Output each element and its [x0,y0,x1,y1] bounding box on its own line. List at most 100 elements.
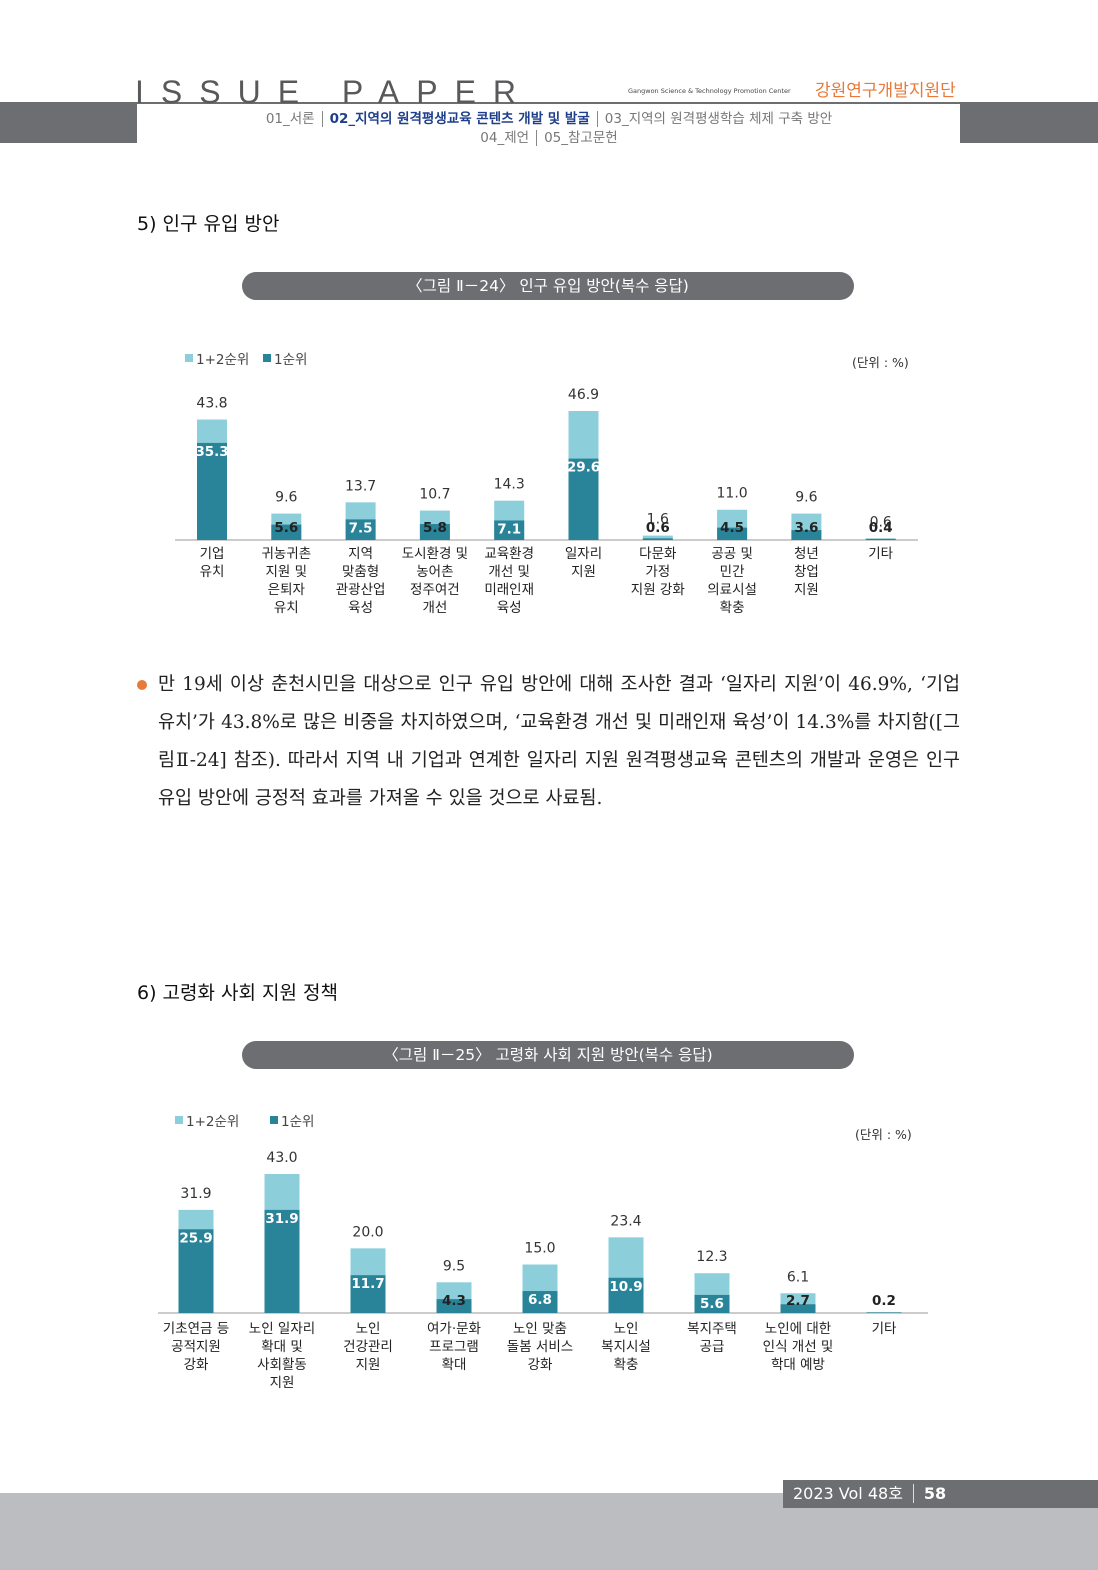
legend-entry: 1+2순위 [196,352,250,368]
value-label: 3.6 [794,520,818,536]
value-label: 6.1 [787,1269,809,1285]
x-tick-label: 기타 [871,1321,897,1337]
bullet [137,680,147,690]
x-tick-label: 기초연금 등 공적지원 강화 [162,1321,230,1373]
value-label: 20.0 [352,1224,383,1240]
value-label: 11.0 [717,486,748,502]
header-block-left [0,103,137,143]
x-tick-label: 다문화 가정 지원 강화 [630,546,685,598]
value-label: 29.6 [567,460,600,476]
legend-swatch [263,354,271,362]
legend-swatch [270,1116,278,1124]
value-label: 23.4 [610,1213,641,1229]
x-tick-label: 노인 건강관리 지원 [343,1321,393,1373]
nav-item[interactable]: 01_서론 [265,111,315,127]
bar [345,519,376,540]
value-label: 0.6 [646,520,670,536]
bar [197,442,227,540]
org-english: Gangwon Science & Technology Promotion C… [628,87,791,95]
x-tick-label: 귀농귀촌 지원 및 은퇴자 유치 [261,546,312,616]
bar [264,1209,300,1313]
bar [568,458,599,540]
bar [350,1275,386,1313]
bar [866,1312,902,1313]
x-tick-label: 여가·문화 프로그램 확대 [427,1321,481,1373]
figure-title: 〈그림 Ⅱ－25〉 고령화 사회 지원 방안(복수 응답) [242,1041,854,1069]
value-label: 0.4 [869,520,893,536]
x-tick-label: 교육환경 개선 및 미래인재 육성 [484,546,535,616]
legend-entry: 1순위 [274,352,308,368]
nav-item[interactable]: 02_지역의 원격평생교육 콘텐츠 개발 및 발굴 [321,111,597,127]
value-label: 9.6 [795,490,817,506]
value-label: 9.6 [275,490,297,506]
x-tick-label: 청년 창업 지원 [793,546,819,598]
bar [608,1277,644,1313]
value-label: 6.8 [528,1292,552,1308]
value-label: 14.3 [494,477,525,493]
bar [419,524,450,540]
legend-entry: 1순위 [281,1114,315,1130]
value-label: 13.7 [345,478,376,494]
bar [865,538,896,540]
bar [436,1299,472,1313]
page-number: 58 [912,1484,957,1503]
value-label: 1.6 [647,512,669,528]
bar [522,1291,558,1313]
header-block-right [960,103,1098,143]
value-label: 25.9 [179,1230,212,1246]
legend-swatch [175,1116,183,1124]
x-tick-label: 노인에 대한 인식 개선 및 학대 예방 [762,1321,834,1373]
x-tick-label: 기타 [868,546,894,562]
value-label: 10.7 [419,487,450,503]
bar [717,527,748,540]
nav-item[interactable]: 05_참고문헌 [536,130,625,146]
legend-entry: 1+2순위 [186,1114,240,1130]
nav-item[interactable]: 03_지역의 원격평생학습 체제 구축 방안 [596,111,840,127]
section-heading: 6) 고령화 사회 지원 정책 [137,982,338,1004]
x-tick-label: 노인 맞춤 돌봄 서비스 강화 [506,1321,574,1373]
value-label: 35.3 [195,444,228,460]
value-label: 9.5 [443,1258,465,1274]
bar [271,524,302,540]
nav-item[interactable]: 04_제언 [480,130,530,146]
legend-swatch [185,354,193,362]
value-label: 2.7 [786,1293,810,1309]
value-label: 43.8 [196,396,227,412]
bar [780,1304,816,1313]
value-label: 0.6 [870,514,892,530]
issue: 2023 Vol 48호 [793,1484,903,1503]
value-label: 15.0 [524,1241,555,1257]
value-label: 7.1 [497,521,521,537]
x-tick-label: 노인 복지시설 확충 [601,1321,651,1373]
value-label: 43.0 [266,1150,297,1166]
section-heading: 5) 인구 유입 방안 [137,213,280,235]
value-label: 31.9 [265,1211,298,1227]
footer: 2023 Vol 48호 58 [783,1480,1098,1508]
value-label: 4.5 [720,520,744,536]
bar [494,520,525,540]
bar [642,538,673,540]
bar [178,1229,214,1313]
value-label: 12.3 [696,1249,727,1265]
value-label: 5.6 [700,1296,724,1312]
x-tick-label: 기업 유치 [199,546,225,580]
unit-label: (단위 : %) [855,1127,912,1142]
value-label: 10.9 [609,1279,642,1295]
value-label: 11.7 [351,1276,384,1292]
brand: ISSUE PAPER [135,74,534,110]
value-label: 5.6 [274,520,298,536]
x-tick-label: 복지주택 공급 [687,1321,737,1355]
value-label: 5.8 [423,520,447,536]
unit-label: (단위 : %) [852,355,909,370]
x-tick-label: 노인 일자리 확대 및 사회활동 지원 [248,1321,316,1391]
x-tick-label: 도시환경 및 농어촌 정주여건 개선 [401,546,469,616]
figure-title: 〈그림 Ⅱ－24〉 인구 유입 방안(복수 응답) [242,272,854,300]
x-tick-label: 공공 및 민간 의료시설 확충 [707,546,757,616]
body-text: 만 19세 이상 춘천시민을 대상으로 인구 유입 방안에 대해 조사한 결과 … [158,674,960,809]
value-label: 0.2 [872,1293,896,1309]
value-label: 4.3 [442,1293,466,1309]
value-label: 46.9 [568,387,599,403]
value-label: 31.9 [180,1186,211,1202]
